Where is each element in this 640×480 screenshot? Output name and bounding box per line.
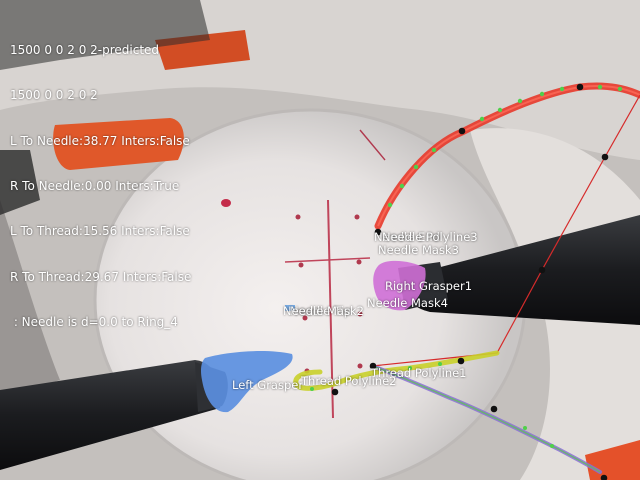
label-needle-mask3: Needle Mask3: [378, 243, 459, 257]
right-grasper-shaft: [404, 215, 640, 325]
thread-polyline-1: [293, 350, 500, 391]
status-line: R To Thread:29.67 Inters:False: [10, 269, 192, 284]
status-overlay: 1500 0 0 2 0 2-predicted 1500 0 0 2 0 2 …: [10, 13, 191, 360]
thread-polyline-ticks: [310, 362, 554, 448]
thread-polyline-2-inner: [371, 365, 601, 473]
target-dot: [354, 214, 360, 220]
target-dot: [356, 259, 362, 265]
left-grasper-mask: [201, 351, 293, 413]
label-right-grasper1: Right Grasper1: [385, 279, 473, 293]
status-line: 1500 0 0 2 0 2: [10, 88, 98, 103]
label-needle-mask4: Needle Mask4: [367, 296, 448, 310]
needle-polyline-highlight: [377, 85, 640, 227]
status-line: R To Needle:0.00 Inters:True: [10, 179, 180, 194]
status-line: L To Thread:15.56 Inters:False: [10, 224, 190, 239]
target-ring-mark: [221, 199, 231, 207]
needle-mask-magenta: [373, 260, 426, 311]
left-grasper-shaft: [0, 360, 222, 470]
target-dot: [357, 363, 363, 369]
needle-tip-mask: [285, 305, 295, 311]
target-dot: [295, 214, 301, 220]
top-mark: [359, 129, 386, 161]
label-needle-polyline3: Needle Polyline3: [382, 230, 478, 244]
target-dot: [298, 262, 304, 268]
label-needle-tip: Needle Tip: [290, 304, 352, 318]
background-left-shadow: [0, 200, 60, 400]
target-horizontal-line: [284, 257, 371, 263]
dark-equipment-left: [0, 150, 40, 215]
target-vertical-line: [327, 199, 334, 419]
keypoint-markers: [331, 83, 609, 480]
orange-clamp-left: [53, 118, 184, 170]
label-needle-end: Needle End: [374, 230, 440, 244]
status-line: : Needle is d=0.0 to Ring_4: [10, 314, 178, 329]
target-dot: [302, 315, 308, 321]
label-thread-polyline2: Thread Polyline2: [301, 374, 397, 388]
status-line: L To Needle:38.77 Inters:False: [10, 133, 190, 148]
status-line: 1500 0 0 2 0 2-predicted: [10, 43, 160, 58]
needle-polyline-ticks: [387, 84, 623, 208]
label-needle-mask2: Needle Mask2: [283, 304, 364, 318]
dark-equipment-topleft: [0, 0, 210, 70]
needle-reference-line: [371, 94, 640, 367]
target-dot: [357, 311, 363, 317]
label-thread-polyline1: Thread Polyline1: [371, 366, 467, 380]
label-left-grasper: Left Grasper: [232, 378, 304, 392]
